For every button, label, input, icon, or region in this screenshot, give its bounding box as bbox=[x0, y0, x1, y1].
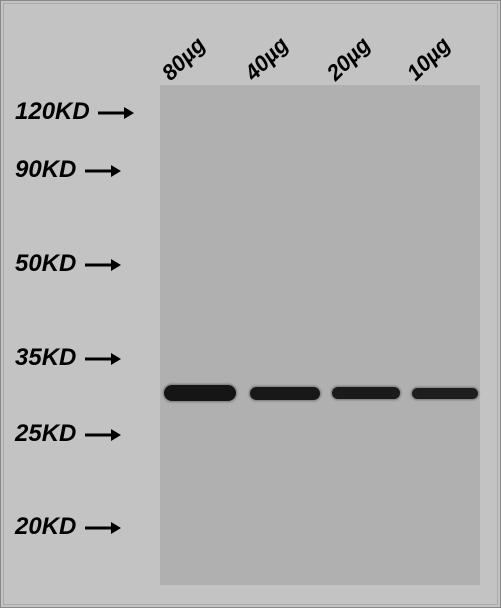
lane-label-1: 80µg bbox=[157, 32, 211, 86]
lane-label-4: 10µg bbox=[402, 32, 456, 86]
marker-text: 35KD bbox=[15, 344, 76, 371]
marker-25kd: 25KD bbox=[15, 420, 121, 448]
marker-90kd: 90KD bbox=[15, 156, 121, 184]
marker-text: 90KD bbox=[15, 156, 76, 183]
arrow-icon bbox=[83, 520, 121, 536]
band-lane-3 bbox=[332, 387, 400, 399]
arrow-icon bbox=[83, 351, 121, 367]
band-lane-4 bbox=[412, 388, 478, 399]
marker-35kd: 35KD bbox=[15, 344, 121, 372]
marker-20kd: 20KD bbox=[15, 513, 121, 541]
lane-label-2: 40µg bbox=[240, 32, 294, 86]
marker-120kd: 120KD bbox=[15, 98, 134, 126]
arrow-icon bbox=[96, 105, 134, 121]
marker-text: 50KD bbox=[15, 250, 76, 277]
marker-text: 20KD bbox=[15, 513, 76, 540]
band-lane-2 bbox=[250, 387, 320, 400]
arrow-icon bbox=[83, 427, 121, 443]
marker-50kd: 50KD bbox=[15, 250, 121, 278]
band-lane-1 bbox=[164, 385, 236, 401]
lane-label-3: 20µg bbox=[322, 32, 376, 86]
arrow-icon bbox=[83, 163, 121, 179]
marker-text: 25KD bbox=[15, 420, 76, 447]
arrow-icon bbox=[83, 257, 121, 273]
blot-membrane bbox=[160, 85, 480, 585]
marker-text: 120KD bbox=[15, 98, 90, 125]
